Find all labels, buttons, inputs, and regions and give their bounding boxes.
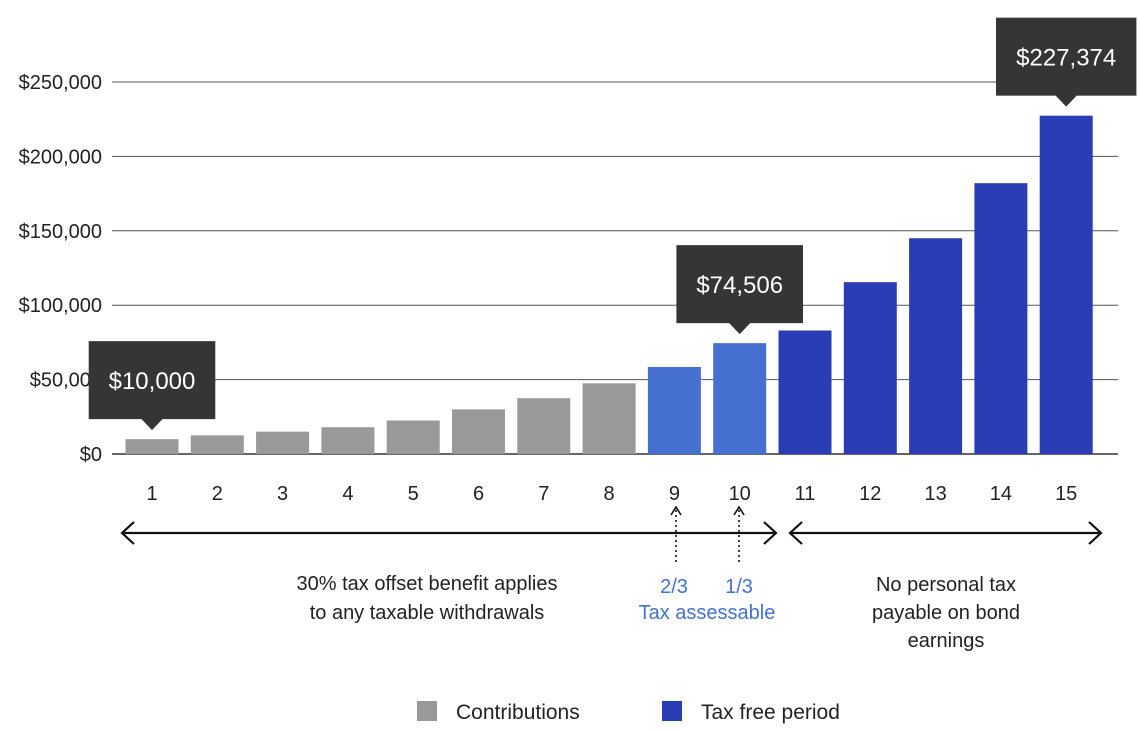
value-callout: $10,000 <box>88 341 216 431</box>
x-tick-label: 5 <box>408 483 419 505</box>
bar <box>713 343 767 454</box>
x-tick-label: 2 <box>212 483 223 505</box>
bar <box>125 439 179 454</box>
bar <box>647 366 701 454</box>
right-span-text-line-3: earnings <box>908 630 985 652</box>
bar <box>582 383 636 454</box>
x-tick-label: 13 <box>924 483 946 505</box>
legend-label-tax-free-period: Tax free period <box>701 701 840 724</box>
bar <box>452 409 505 454</box>
y-tick-label: $50,000 <box>30 370 102 392</box>
legend-swatch-contributions <box>417 701 437 721</box>
fraction-pointer-9 <box>670 505 682 562</box>
x-tick-label: 3 <box>277 483 288 505</box>
y-tick-label: $100,000 <box>19 295 102 317</box>
y-tick-label: $250,000 <box>19 72 102 94</box>
legend-label-contributions: Contributions <box>456 701 580 724</box>
y-tick-label: $200,000 <box>19 146 102 168</box>
left-span-text-line-1: 30% tax offset benefit applies <box>297 573 558 595</box>
bar <box>386 420 440 454</box>
bars <box>125 115 1093 455</box>
y-tick-label: $150,000 <box>19 221 102 243</box>
right-span-arrow <box>788 521 1103 545</box>
x-tick-label: 14 <box>990 483 1012 505</box>
bar <box>517 398 571 454</box>
x-tick-label: 12 <box>859 483 881 505</box>
callout-box <box>88 341 216 420</box>
x-tick-label: 4 <box>342 483 353 505</box>
bar <box>1039 115 1093 455</box>
bar <box>321 427 375 454</box>
x-tick-label: 15 <box>1055 483 1077 505</box>
x-tick-label: 1 <box>146 483 157 505</box>
value-callout: $227,374 <box>996 17 1137 107</box>
x-tick-label: 10 <box>729 483 751 505</box>
right-span-text-line-1: No personal tax <box>876 574 1016 596</box>
callout-label: $74,506 <box>696 272 783 299</box>
value-callouts: $10,000 $74,506 $227,374 <box>88 17 1137 431</box>
fraction-pointer-10 <box>733 505 745 562</box>
annotations: 30% tax offset benefit applies to any ta… <box>120 505 1103 652</box>
left-span-arrow <box>120 521 778 545</box>
x-axis-tick-labels: 1 2 3 4 5 6 7 8 9 10 11 12 13 14 15 <box>146 483 1077 505</box>
x-tick-label: 7 <box>538 483 549 505</box>
x-tick-label: 9 <box>669 483 680 505</box>
x-tick-label: 11 <box>795 483 816 505</box>
x-tick-label: 8 <box>604 483 615 505</box>
x-tick-label: 6 <box>473 483 484 505</box>
right-span-text-line-2: payable on bond <box>872 602 1020 624</box>
callout-pointer <box>141 418 163 431</box>
y-axis-tick-labels: $0 $50,000 $100,000 $150,000 $200,000 $250,00… <box>19 72 102 466</box>
y-tick-label: $0 <box>80 444 102 466</box>
fraction-label-9: 2/3 <box>660 576 688 598</box>
callout-pointer <box>728 322 751 335</box>
bar <box>190 435 244 454</box>
value-callout: $74,506 <box>676 245 803 335</box>
callout-box <box>996 17 1137 96</box>
callout-label: $10,000 <box>109 368 196 395</box>
legend: Contributions Tax free period <box>417 701 840 724</box>
bar <box>909 238 963 454</box>
fraction-label-10: 1/3 <box>725 576 753 598</box>
bar <box>843 282 897 454</box>
legend-swatch-tax-free-period <box>662 701 682 721</box>
tax-assessable-caption: Tax assessable <box>639 602 776 624</box>
callout-pointer <box>1055 95 1078 107</box>
left-span-text-line-2: to any taxable withdrawals <box>310 602 545 624</box>
callout-box <box>676 245 803 324</box>
bar <box>974 183 1028 454</box>
bar <box>778 330 832 454</box>
bar <box>256 431 310 454</box>
callout-label: $227,374 <box>1016 45 1116 72</box>
